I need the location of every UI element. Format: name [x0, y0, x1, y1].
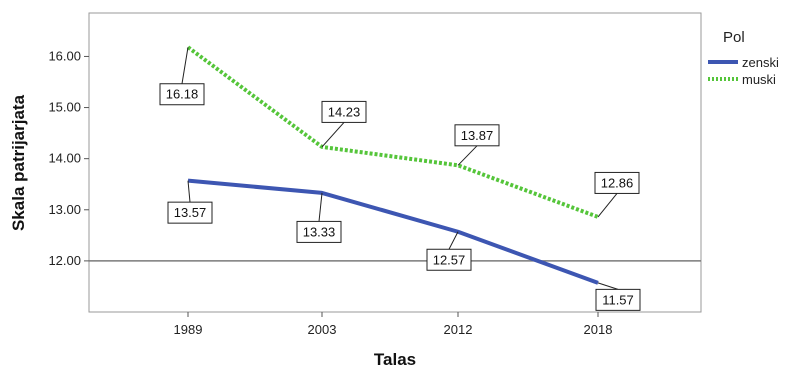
- data-label-leader: [457, 145, 478, 166]
- x-tick-label: 2012: [444, 322, 473, 337]
- data-label-value: 11.57: [602, 292, 634, 307]
- data-label: 16.18: [159, 47, 205, 106]
- data-label: 11.57: [595, 282, 641, 311]
- y-tick-label: 14.00: [48, 151, 81, 166]
- data-label: 12.57: [426, 231, 472, 271]
- series-layer: [186, 45, 599, 285]
- legend: Pol zenski muski: [708, 29, 779, 87]
- y-tick-label: 16.00: [48, 48, 81, 63]
- data-label-leader: [597, 193, 618, 218]
- legend-label-zenski: zenski: [742, 55, 779, 70]
- data-label-box: [296, 220, 342, 243]
- series-line-muski: [186, 45, 599, 219]
- x-axis: 1989 2003 2012 2018: [174, 312, 613, 337]
- data-label: 13.87: [454, 124, 500, 166]
- data-label-box: [159, 83, 205, 106]
- data-label: 13.33: [296, 192, 342, 243]
- data-label-box: [167, 201, 213, 224]
- x-axis-title: Talas: [374, 350, 416, 369]
- series-line-zenski: [187, 178, 599, 285]
- data-label-box: [454, 124, 500, 147]
- data-label-value: 12.86: [601, 175, 634, 190]
- legend-label-muski: muski: [742, 72, 776, 87]
- data-label: 12.86: [594, 171, 640, 218]
- data-label-value: 14.23: [328, 104, 361, 119]
- y-tick-label: 12.00: [48, 253, 81, 268]
- data-label-leader: [187, 180, 191, 203]
- data-label-value: 13.33: [303, 224, 336, 239]
- legend-title: Pol: [723, 29, 745, 46]
- y-axis: 12.00 13.00 14.00 15.00 16.00: [48, 48, 89, 268]
- data-label-box: [426, 248, 472, 271]
- data-label-leader: [318, 192, 323, 222]
- data-label-box: [321, 100, 367, 123]
- data-label-leader: [448, 231, 459, 250]
- data-label-value: 13.87: [461, 128, 494, 143]
- data-label: 13.57: [167, 180, 213, 224]
- data-label-value: 13.57: [174, 205, 207, 220]
- y-tick-label: 13.00: [48, 202, 81, 217]
- data-label-box: [594, 171, 640, 194]
- y-axis-title: Skala patrijarjata: [9, 94, 28, 231]
- data-label-leader: [181, 47, 189, 84]
- x-tick-label: 2003: [308, 322, 337, 337]
- data-label-box: [595, 288, 641, 311]
- data-labels: 13.57 13.33 12.57 11.57 16.18 14.23 13.87 12.86: [159, 47, 641, 311]
- data-label-value: 12.57: [433, 252, 466, 267]
- y-tick-label: 15.00: [48, 100, 81, 115]
- plot-area: [88, 12, 702, 313]
- data-label: 14.23: [321, 100, 367, 148]
- x-tick-label: 2018: [584, 322, 613, 337]
- data-label-leader: [597, 282, 619, 290]
- x-tick-label: 1989: [174, 322, 203, 337]
- data-label-leader: [321, 122, 345, 148]
- data-label-value: 16.18: [166, 87, 199, 102]
